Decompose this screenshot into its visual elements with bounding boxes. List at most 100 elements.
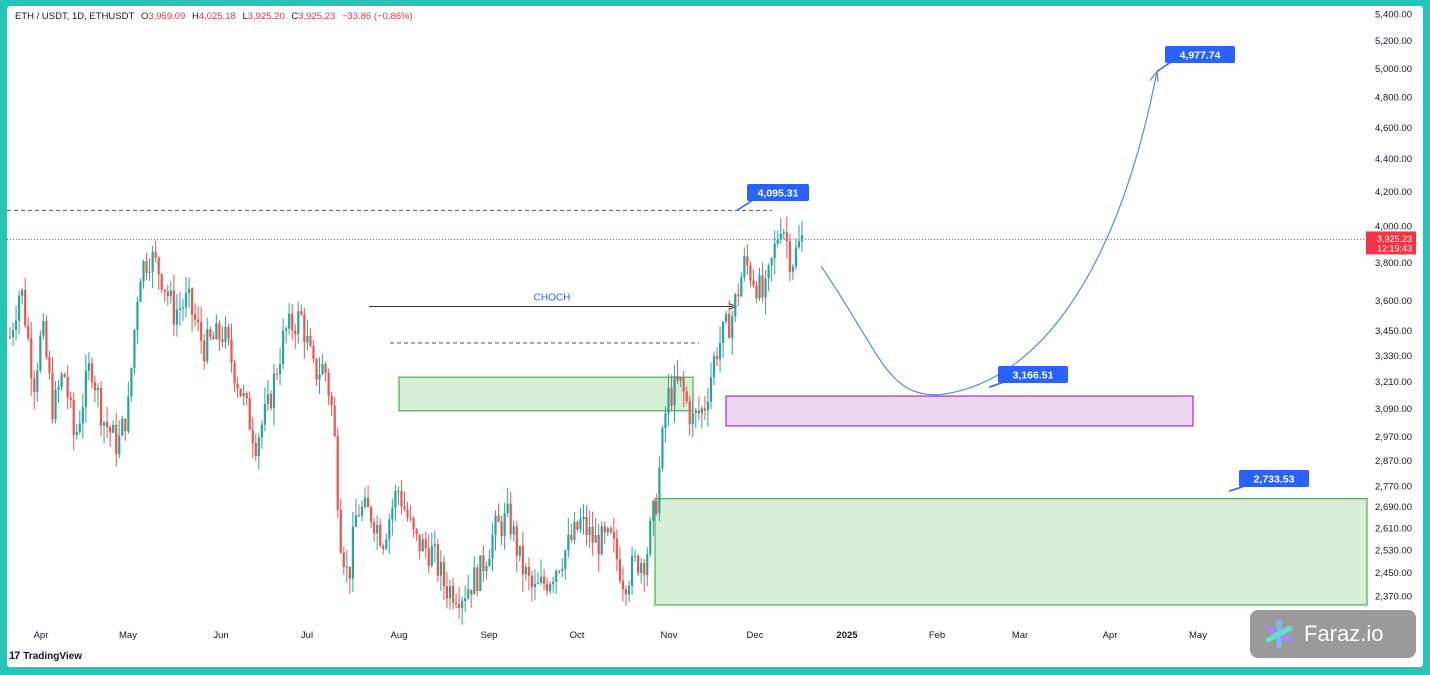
candle [491,522,494,571]
high-label: H [191,11,199,22]
candle [694,408,697,429]
candle [567,518,570,558]
candle [430,532,433,568]
candle [166,284,169,306]
candle [561,558,564,578]
candle [200,306,203,354]
candle [69,391,72,408]
candle [336,427,339,518]
price-callout[interactable]: 4,095.31 [736,184,809,211]
candle [737,283,740,306]
candle [467,574,470,600]
candle [257,433,260,470]
candle [655,493,658,516]
candle [360,500,364,522]
candle [597,523,600,572]
candle [81,394,84,439]
candle [242,385,245,407]
candle [536,572,540,585]
candle [96,383,100,408]
candle [542,569,546,591]
price-axis-label: 4,200.00 [1375,187,1412,198]
symbol-name: ETH / USDT, 1D, ETHUSDT [15,11,135,22]
candle [263,387,266,432]
current-price-value: 3,925.23 [1377,234,1412,244]
candle [500,516,503,545]
zones-layer [398,376,1368,606]
price-chart[interactable]: CHOCH 4,095.31 4,977.74 3,166.51 2,733.53 5… [7,6,1423,667]
candle [442,555,446,601]
price-axis-label: 5,000.00 [1375,64,1412,75]
candle [297,302,300,344]
candle [776,230,779,248]
candle [412,516,415,538]
candle [230,323,233,373]
candle [139,278,142,302]
candle [451,577,455,610]
candle [788,233,791,282]
candle [197,305,200,332]
candle [515,520,518,573]
candle [221,326,224,348]
candle [318,357,321,394]
candle [649,517,652,557]
candle [66,364,69,409]
candle [454,593,458,609]
price-callout[interactable]: 4,977.74 [1156,46,1235,73]
candle [464,585,467,613]
candle [779,218,782,244]
price-callout[interactable]: 2,733.53 [1228,470,1309,492]
faraz-watermark: Faraz.io [1250,610,1416,658]
price-axis-label: 5,400.00 [1375,10,1412,21]
labels-layer: 4,095.31 4,977.74 3,166.51 2,733.53 [736,46,1309,492]
candle [573,512,576,545]
candle [421,533,424,552]
price-axis-label: 2,770.00 [1375,481,1412,492]
candle [691,399,694,438]
candle [740,272,743,298]
price-axis-label: 3,330.00 [1375,351,1412,362]
candle [448,579,452,610]
candle [470,589,473,608]
time-axis-label: Mar [1012,630,1028,641]
candle [14,305,18,341]
candle [370,505,373,529]
candle [312,339,315,364]
price-axis-label: 2,370.00 [1375,592,1412,603]
candle [400,480,403,515]
candle [485,561,488,580]
candle [503,502,506,550]
close-label: C [291,11,299,22]
candle [275,367,279,380]
candle [145,252,148,281]
price-axis-label: 4,800.00 [1375,93,1412,104]
symbol-header: ETH / USDT, 1D, ETHUSDT O3,959.09 H4,025… [15,11,413,22]
price-callout-text: 2,733.53 [1254,474,1295,486]
time-axis-label: Nov [661,630,678,641]
candle [363,487,367,510]
price-axis-label: 5,200.00 [1375,36,1412,47]
candle [194,303,197,327]
candle [533,569,537,601]
tradingview-text: TradingView [23,650,82,662]
candle [309,328,312,348]
candle [749,260,752,288]
candle [212,331,215,340]
tradingview-logo[interactable]: 17 TradingView [9,650,82,662]
candle [731,311,734,355]
candle [712,351,716,386]
candle [627,580,631,603]
price-callout[interactable]: 3,166.51 [988,366,1068,388]
candle [345,549,348,583]
candle [154,240,157,263]
candle [546,577,549,596]
candle [734,292,737,322]
candle [203,334,206,370]
candle [33,370,36,410]
candle [433,530,436,563]
candle [743,247,746,282]
candle [72,392,75,451]
candle [339,498,342,555]
price-callout-text: 3,166.51 [1013,370,1054,382]
demand-zone-aug-rect [398,376,694,412]
